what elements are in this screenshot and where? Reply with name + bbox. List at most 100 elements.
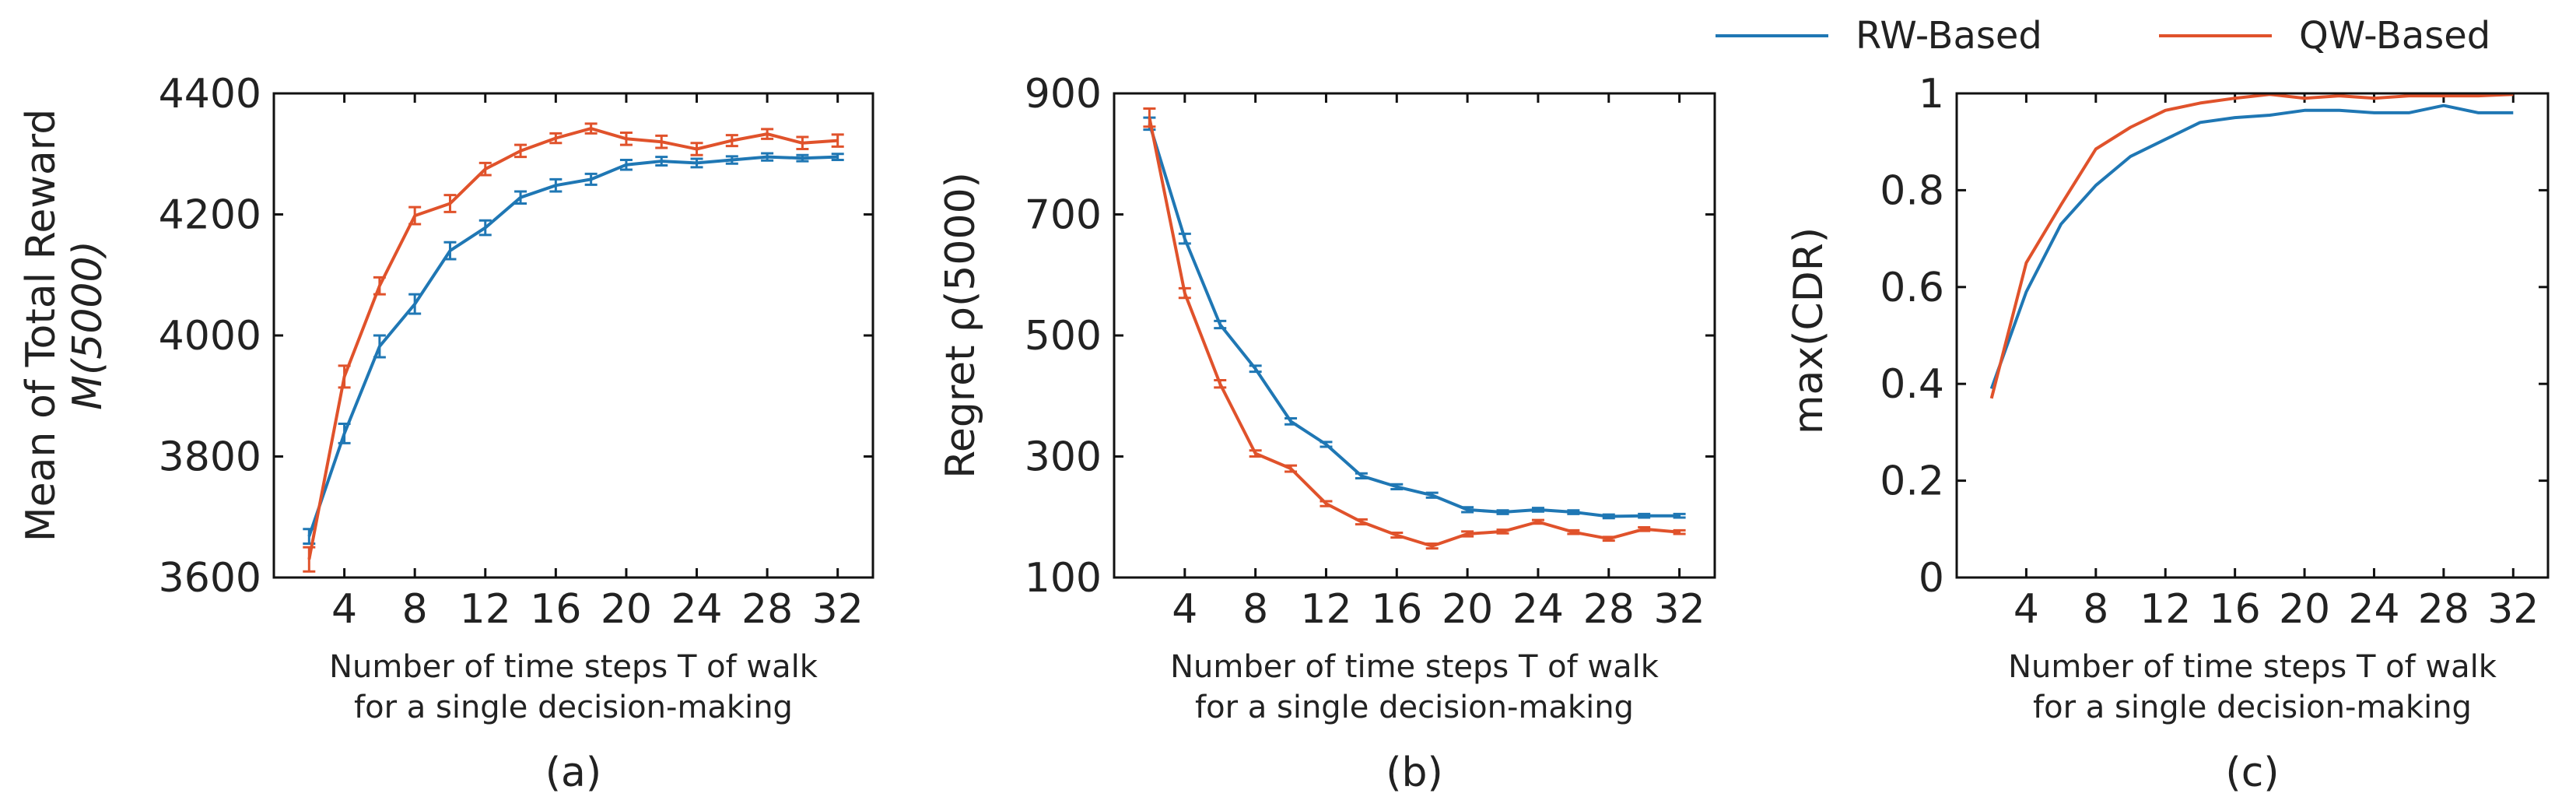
panel-b-series-qw-errorbar — [1531, 518, 1544, 525]
panel-b-xtick-label: 28 — [1583, 586, 1635, 633]
panel-a-xtick-label: 8 — [402, 586, 428, 633]
panel-c-xtick-label: 24 — [2348, 586, 2399, 633]
panel-a-series-qw-errorbar — [796, 135, 809, 151]
panel-b-series-rw-errorbar — [1320, 441, 1333, 448]
panel-a-ylabel-line1: Mean of Total Reward — [18, 109, 65, 542]
panel-b-series-rw-errorbar — [1461, 506, 1474, 514]
panel-b-series-qw-errorbar — [1178, 286, 1191, 300]
panel-b-xtick-label: 4 — [1172, 586, 1197, 633]
panel-a-xlabel-line1: Number of time steps T of walk — [329, 649, 818, 685]
panel-b-series-rw-errorbar — [1496, 509, 1509, 515]
panel-a-xtick-label: 28 — [741, 586, 793, 633]
panel-a-xtick-label: 20 — [601, 586, 652, 633]
panel-a-series-qw-errorbar — [619, 132, 633, 146]
panel-b-series-rw-errorbar — [1249, 364, 1262, 374]
panel-a-series-rw-errorbar — [690, 157, 703, 169]
panel-b-xtick-label: 16 — [1371, 586, 1422, 633]
panel-a-xlabel-line2: for a single decision-making — [354, 690, 793, 725]
panel-a-series-qw-errorbar — [655, 134, 668, 149]
panel-b-series-qw-errorbar — [1143, 107, 1156, 128]
panel-b-series-rw-errorbar — [1214, 319, 1227, 330]
panel-c-xtick-label: 28 — [2418, 586, 2469, 633]
panel-b-ytick-label: 900 — [1025, 71, 1102, 118]
panel-c-xtick-label: 16 — [2210, 586, 2261, 633]
panel-a-series-qw-errorbar — [725, 134, 738, 148]
panel-a-series-rw-errorbar — [514, 190, 527, 205]
panel-c-series-rw-line — [1989, 104, 2514, 390]
panel-b-ytick-label: 100 — [1025, 555, 1102, 602]
panel-a-frame — [272, 92, 874, 579]
panel-a-series-qw-errorbar — [338, 364, 351, 389]
panel-b-ytick-label: 300 — [1025, 434, 1102, 481]
panel-a-ytick-label: 4200 — [159, 192, 261, 239]
panel-c-ytick-label: 0 — [1919, 555, 1944, 602]
panel-a-series-qw-errorbar — [549, 132, 563, 145]
panel-a-series-rw-errorbar — [478, 219, 492, 237]
panel-b-plot: 100 300 500 700 900 4 8 12 16 20 24 28 32 — [1025, 71, 1716, 633]
panel-c-xlabel-line1: Number of time steps T of walk — [2008, 649, 2497, 685]
panel-c-ytick-label: 0.8 — [1880, 167, 1944, 214]
panel-c-xtick-label: 8 — [2083, 586, 2108, 633]
panel-c-xtick-label: 32 — [2487, 586, 2539, 633]
panel-a-ytick-label: 3800 — [159, 434, 261, 481]
panel-a-series-qw-line — [307, 127, 838, 560]
panel-a-xtick-label: 32 — [812, 586, 864, 633]
panel-c-label: (c) — [2225, 750, 2279, 796]
panel-b-series-qw-errorbar — [1320, 500, 1333, 507]
panel-b-series-qw-errorbar — [1284, 464, 1298, 473]
panel-a-ytick-label: 4400 — [159, 71, 261, 118]
panel-b-series-qw-errorbar — [1214, 379, 1227, 389]
panel-a-xtick-label: 4 — [331, 586, 357, 633]
panel-b-xtick-label: 12 — [1300, 586, 1351, 633]
panel-b-series-rw-errorbar — [1531, 507, 1544, 513]
panel-a-xtick-label: 12 — [460, 586, 511, 633]
panel-c-ytick-label: 1 — [1919, 71, 1944, 118]
panel-a-series-rw-errorbar — [549, 177, 563, 193]
panel-b: Regret ρ(5000) 100 300 500 700 900 4 8 12 16 20 24… — [938, 71, 1716, 796]
panel-b-series-rw-errorbar — [1355, 472, 1368, 479]
panel-a-series-qw-errorbar — [584, 122, 598, 135]
panel-c-ytick-label: 0.6 — [1880, 265, 1944, 311]
panel-a: Mean of Total Reward M(5000) 3600 3800 400… — [18, 71, 874, 796]
panel-a-series-rw-errorbar — [338, 423, 351, 444]
panel-b-xtick-label: 24 — [1512, 586, 1564, 633]
panel-a-series-rw-errorbar — [373, 334, 386, 359]
panel-a-series-qw-errorbar — [408, 205, 422, 226]
panel-b-series-rw-errorbar — [1673, 512, 1686, 519]
panel-a-series-rw-errorbar — [761, 152, 774, 162]
panel-a-series-qw-errorbar — [443, 194, 457, 213]
panel-a-series-qw-errorbar — [303, 546, 316, 573]
panel-b-ytick-label: 500 — [1025, 313, 1102, 360]
panel-a-xtick-label: 24 — [671, 586, 722, 633]
panel-a-xtick-label: 16 — [530, 586, 581, 633]
panel-b-ytick-label: 700 — [1025, 192, 1102, 239]
panel-c-series-qw-line — [1989, 93, 2514, 399]
panel-b-series-qw-errorbar — [1673, 528, 1686, 535]
panel-a-series-rw-errorbar — [584, 172, 598, 186]
legend: RW-Based QW-Based — [1716, 14, 2490, 58]
panel-c-ytick-label: 0.4 — [1880, 361, 1944, 408]
panel-b-series-rw-line — [1148, 123, 1680, 518]
panel-a-series-rw-errorbar — [796, 153, 809, 163]
panel-b-xtick-label: 20 — [1442, 586, 1493, 633]
panel-a-series-qw-errorbar — [690, 142, 703, 156]
panel-b-series-qw-errorbar — [1355, 518, 1368, 526]
panel-b-xlabel-line1: Number of time steps T of walk — [1170, 649, 1660, 685]
panel-b-series-rw-errorbar — [1284, 417, 1298, 426]
panel-c-xtick-label: 20 — [2279, 586, 2330, 633]
panel-a-series-qw-errorbar — [478, 161, 492, 177]
panel-b-series-rw-errorbar — [1602, 513, 1615, 520]
panel-a-series-rw-line — [307, 155, 838, 537]
panel-c-xtick-label: 12 — [2140, 586, 2191, 633]
panel-a-series-rw-errorbar — [655, 156, 668, 167]
panel-b-series-qw-errorbar — [1461, 530, 1474, 538]
panel-b-series-qw-errorbar — [1425, 542, 1439, 550]
panel-c-xtick-label: 4 — [2013, 586, 2039, 633]
panel-a-series-qw-errorbar — [514, 143, 527, 159]
panel-b-ylabel: Regret ρ(5000) — [938, 172, 984, 479]
panel-b-frame — [1113, 92, 1716, 579]
panel-b-series-qw-errorbar — [1638, 525, 1651, 532]
panel-a-series-rw-errorbar — [408, 293, 422, 315]
panel-c-plot: 0 0.2 0.4 0.6 0.8 1 4 8 12 16 20 24 28 32 — [1880, 71, 2550, 633]
panel-b-series-qw-errorbar — [1390, 531, 1404, 539]
